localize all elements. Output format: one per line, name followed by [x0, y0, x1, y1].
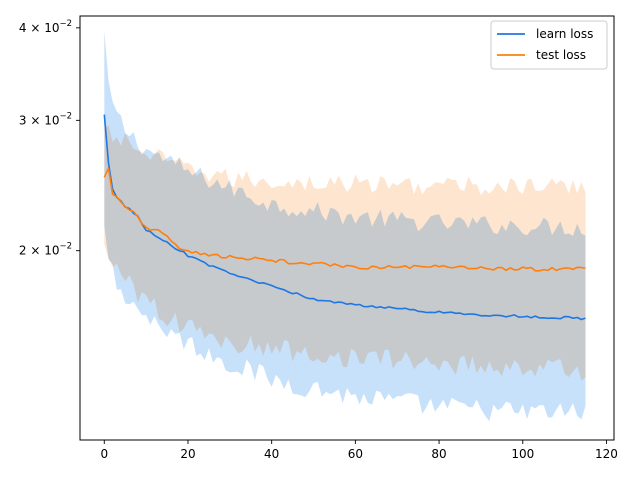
series-lines — [103, 114, 586, 321]
y-tick-label: 4 × 10−2 — [19, 19, 72, 35]
x-tick-label: 40 — [264, 447, 279, 461]
x-tick-label: 100 — [511, 447, 534, 461]
legend: learn loss test loss — [490, 20, 608, 70]
band-test-loss — [104, 125, 586, 381]
x-tick-label: 80 — [431, 447, 446, 461]
y-axis: 2 × 10−2 3 × 10−2 4 × 10−2 — [19, 19, 80, 258]
confidence-bands — [104, 31, 586, 422]
line-test-loss — [103, 167, 586, 272]
plot-frame — [79, 15, 615, 441]
y-tick-label: 3 × 10−2 — [19, 111, 72, 127]
line-learn-loss — [103, 114, 586, 321]
legend-box — [490, 20, 608, 70]
y-tick-label: 2 × 10−2 — [19, 242, 72, 258]
x-tick-label: 60 — [348, 447, 363, 461]
legend-label: learn loss — [536, 27, 593, 41]
x-tick-label: 20 — [180, 447, 195, 461]
x-axis: 0 20 40 60 80 100 120 — [100, 440, 618, 461]
x-tick-label: 0 — [100, 447, 108, 461]
x-tick-label: 120 — [595, 447, 618, 461]
legend-label: test loss — [536, 48, 586, 62]
